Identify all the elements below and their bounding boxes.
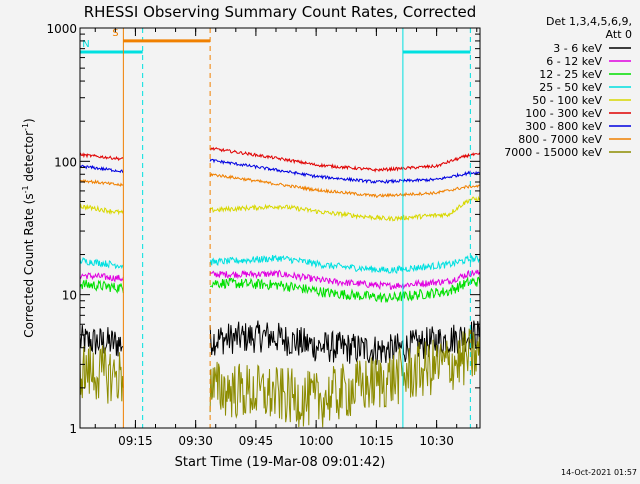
series-line-3 [79,254,481,274]
legend-label-0: 3 - 6 keV [553,42,602,55]
y-axis-label-end: ) [22,118,36,123]
x-axis-label: Start Time (19-Mar-08 09:01:42) [175,455,386,470]
axes [79,27,481,429]
x-tick-label-3: 10:00 [299,434,334,448]
y-tick-label-0: 1 [69,422,77,436]
legend-label-5: 100 - 300 keV [525,107,602,120]
y-axis-label: Corrected Count Rate (s-1 detector-1) [21,118,36,337]
saa-label-0: S [112,28,118,39]
y-axis-label-sup1: -1 [21,185,30,193]
series-line-7 [79,172,481,198]
series-line-1 [79,269,481,291]
legend-header-line1: Det 1,3,4,5,6,9, [546,15,632,28]
series-line-6 [79,158,481,184]
legend-label-3: 25 - 50 keV [539,81,602,94]
series-line-5 [79,146,481,173]
legend-label-6: 300 - 800 keV [525,120,602,133]
legend-label-7: 800 - 7000 keV [518,133,602,146]
x-tick-label-0: 09:15 [118,434,153,448]
legend-label-1: 6 - 12 keV [546,55,602,68]
series-line-2 [79,276,481,303]
legend-label-8: 7000 - 15000 keV [504,146,602,159]
y-axis-label-mid: detector [22,131,36,186]
night-label-0: N [82,39,89,50]
x-tick-label-4: 10:15 [359,434,394,448]
series-line-4 [79,195,481,222]
chart-title: RHESSI Observing Summary Count Rates, Co… [84,3,477,21]
x-tick-label-5: 10:30 [419,434,454,448]
y-tick-label-3: 1000 [46,22,77,36]
y-axis-label-sup2: -1 [21,123,30,131]
plot-frame [79,27,481,429]
legend-label-2: 12 - 25 keV [539,68,602,81]
y-tick-label-2: 100 [54,155,77,169]
series-line-8 [79,328,481,428]
x-tick-label-1: 09:30 [178,434,213,448]
x-axis-ticks: 09:15 09:30 09:45 10:00 10:15 10:30 [94,28,478,448]
y-tick-label-1: 10 [62,289,77,303]
x-tick-label-2: 09:45 [239,434,274,448]
series-line-0 [79,319,481,366]
y-axis-label-main: Corrected Count Rate (s [22,193,36,337]
y-axis-ticks: 1 10 100 1000 [46,22,480,436]
generated-timestamp: 14-Oct-2021 01:57 [561,468,637,477]
legend-label-4: 50 - 100 keV [532,94,602,107]
legend-header-line2: Att 0 [606,28,632,41]
